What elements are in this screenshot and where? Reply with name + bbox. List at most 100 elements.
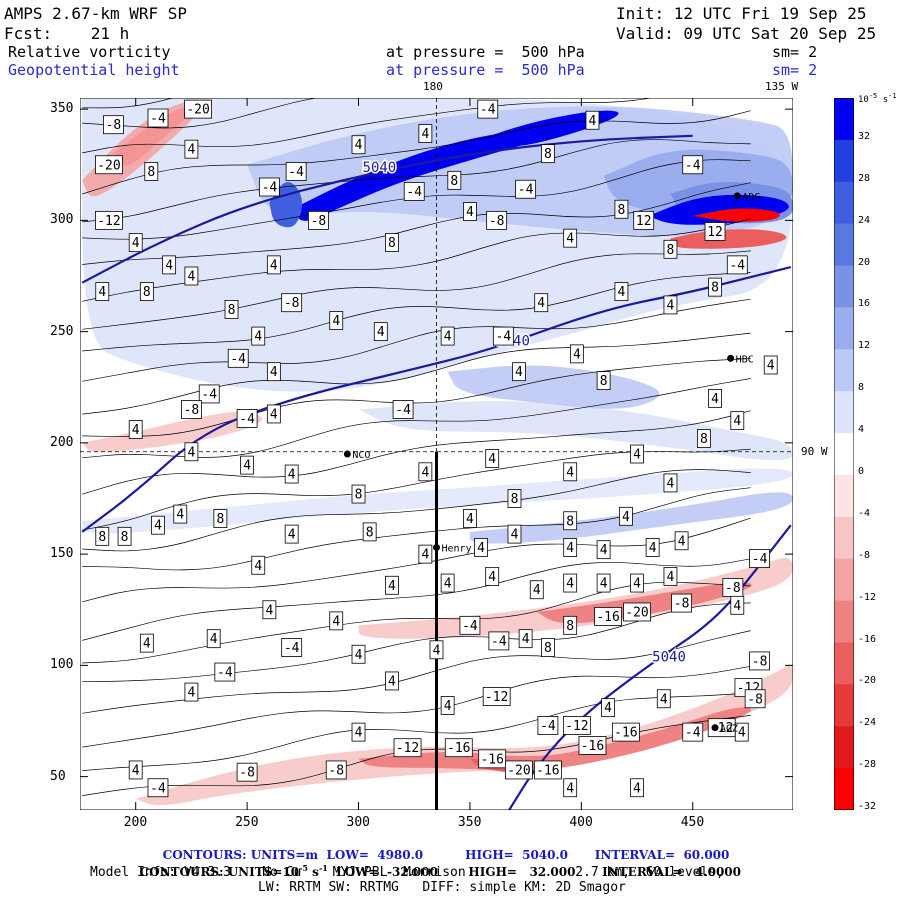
vorticity-label-box: [329, 611, 344, 631]
vorticity-label-text: 8: [143, 285, 151, 300]
vorticity-label-text: 4: [444, 330, 452, 345]
vorticity-label-box: [596, 371, 611, 390]
vorticity-label-text: 4: [667, 476, 675, 491]
footer-vort-interval: INTERVAL= 4.0000: [602, 865, 741, 879]
field2-level: at pressure = 500 hPa: [386, 61, 585, 79]
vorticity-label: -4: [198, 384, 220, 404]
vorticity-label-box: [477, 99, 499, 119]
vorticity-label: 4: [240, 455, 255, 475]
vorticity-label-box: [284, 524, 299, 544]
vorticity-label: 4: [734, 722, 749, 742]
vorticity-label: -8: [181, 400, 202, 419]
vorticity-label-text: 4: [210, 632, 218, 647]
vorticity-label: 4: [663, 473, 678, 493]
colorbar-tick-label: -4: [858, 507, 871, 519]
vorticity-label-text: 4: [143, 637, 151, 652]
vorticity-label-box: [281, 638, 303, 657]
vorticity-label-box: [541, 144, 555, 164]
vorticity-label: 4: [440, 326, 455, 346]
field1-smoothing: sm= 2: [772, 43, 818, 61]
vorticity-label-text: 8: [450, 174, 458, 189]
vorticity-label: 4: [184, 682, 199, 702]
footer-height-interval: INTERVAL= 60.000: [594, 848, 730, 862]
vorticity-label-text: -4: [729, 258, 745, 273]
colorbar-segment: [834, 600, 854, 643]
footer-vort-low: CONTOURS: UNITS=10-5 s-1 LOW= -32.000: [139, 863, 438, 879]
vorticity-label-box: [674, 531, 689, 551]
vorticity-label: 12: [704, 222, 726, 241]
vorticity-label-text: 4: [154, 519, 162, 534]
vorticity-label-box: [184, 442, 199, 462]
vorticity-label-box: [633, 210, 655, 230]
vorticity-label-box: [463, 202, 477, 221]
vorticity-label: 4: [184, 139, 199, 159]
vorticity-label-box: [663, 239, 678, 259]
vorticity-label-box: [447, 170, 462, 190]
vorticity-label-text: -8: [725, 581, 741, 596]
vorticity-label: -4: [488, 631, 510, 651]
vorticity-label-text: -8: [674, 597, 690, 612]
vorticity-label-text: -20: [507, 763, 530, 778]
vorticity-label-box: [429, 640, 444, 660]
vorticity-label-text: -4: [150, 112, 166, 127]
vorticity-label-box: [618, 506, 633, 526]
vorticity-label-box: [563, 462, 578, 482]
station-dot-adg: [733, 192, 741, 200]
vorticity-label: -8: [722, 578, 744, 597]
vorticity-contour-10: [82, 448, 751, 531]
vorticity-label: 4: [266, 404, 281, 424]
vorticity-label-text: 4: [667, 298, 675, 313]
vorticity-label: 4: [128, 420, 143, 439]
vorticity-label: 4: [184, 442, 199, 462]
vorticity-label: 8: [385, 233, 399, 253]
vorticity-label-box: [258, 177, 280, 197]
y-tick-label: 100: [50, 657, 74, 673]
vorticity-label-text: -4: [496, 330, 512, 345]
vorticity-label-text: 4: [767, 359, 775, 374]
vorticity-label: 8: [541, 638, 555, 657]
vorticity-label-box: [308, 210, 329, 230]
colorbar-segment: [834, 516, 854, 560]
lat-90w-label: 90 W: [801, 444, 828, 458]
colorbar-tick-label: 12: [858, 340, 871, 352]
vorticity-contour-2: [82, 665, 751, 748]
vorticity-contour-24: [82, 98, 319, 129]
field2-smoothing: sm= 2: [772, 61, 818, 79]
vorticity-label-box: [393, 738, 422, 758]
vorticity-label-box: [726, 255, 748, 275]
vorticity-label: 4: [656, 689, 671, 709]
vorticity-label: 8: [95, 526, 110, 546]
vorticity-label-box: [139, 282, 154, 301]
colorbar-tick-label: 20: [858, 256, 871, 268]
vorticity-label: 4: [95, 282, 110, 301]
vorticity-label-text: 4: [332, 614, 340, 629]
vorticity-label-text: 4: [566, 541, 574, 556]
vorticity-contour-15: [82, 298, 751, 382]
vorticity-label: 4: [351, 644, 366, 664]
vorticity-label-box: [373, 322, 388, 342]
vorticity-label-box: [601, 698, 615, 718]
vorticity-label-box: [147, 108, 169, 128]
vorticity-label-text: 8: [355, 488, 363, 503]
vorticity-label: -12: [482, 687, 511, 706]
vorticity-label-text: 4: [533, 583, 541, 598]
vorticity-label: 8: [117, 526, 132, 546]
vorticity-label-text: 4: [738, 726, 746, 741]
vorticity-label-text: 4: [633, 577, 641, 592]
vorticity-label-box: [418, 462, 433, 482]
vorticity-label-text: 4: [132, 763, 140, 778]
vorticity-label: 4: [563, 573, 578, 593]
vorticity-label: 4: [512, 362, 526, 382]
station-label-hbc: HBC: [736, 354, 754, 365]
colorbar-segment: [834, 181, 854, 225]
vorticity-label: 4: [151, 515, 165, 535]
vorticity-label: 8: [614, 199, 629, 219]
vorticity-label: -4: [258, 177, 280, 197]
vorticity-label: 4: [563, 462, 578, 482]
vorticity-label-box: [734, 722, 749, 742]
vorticity-band-12: [670, 229, 787, 249]
vorticity-label-box: [563, 511, 578, 531]
vorticity-label-text: 8: [711, 281, 719, 296]
vorticity-band-1: [358, 401, 793, 461]
height-contour-label: 5040: [652, 649, 686, 665]
